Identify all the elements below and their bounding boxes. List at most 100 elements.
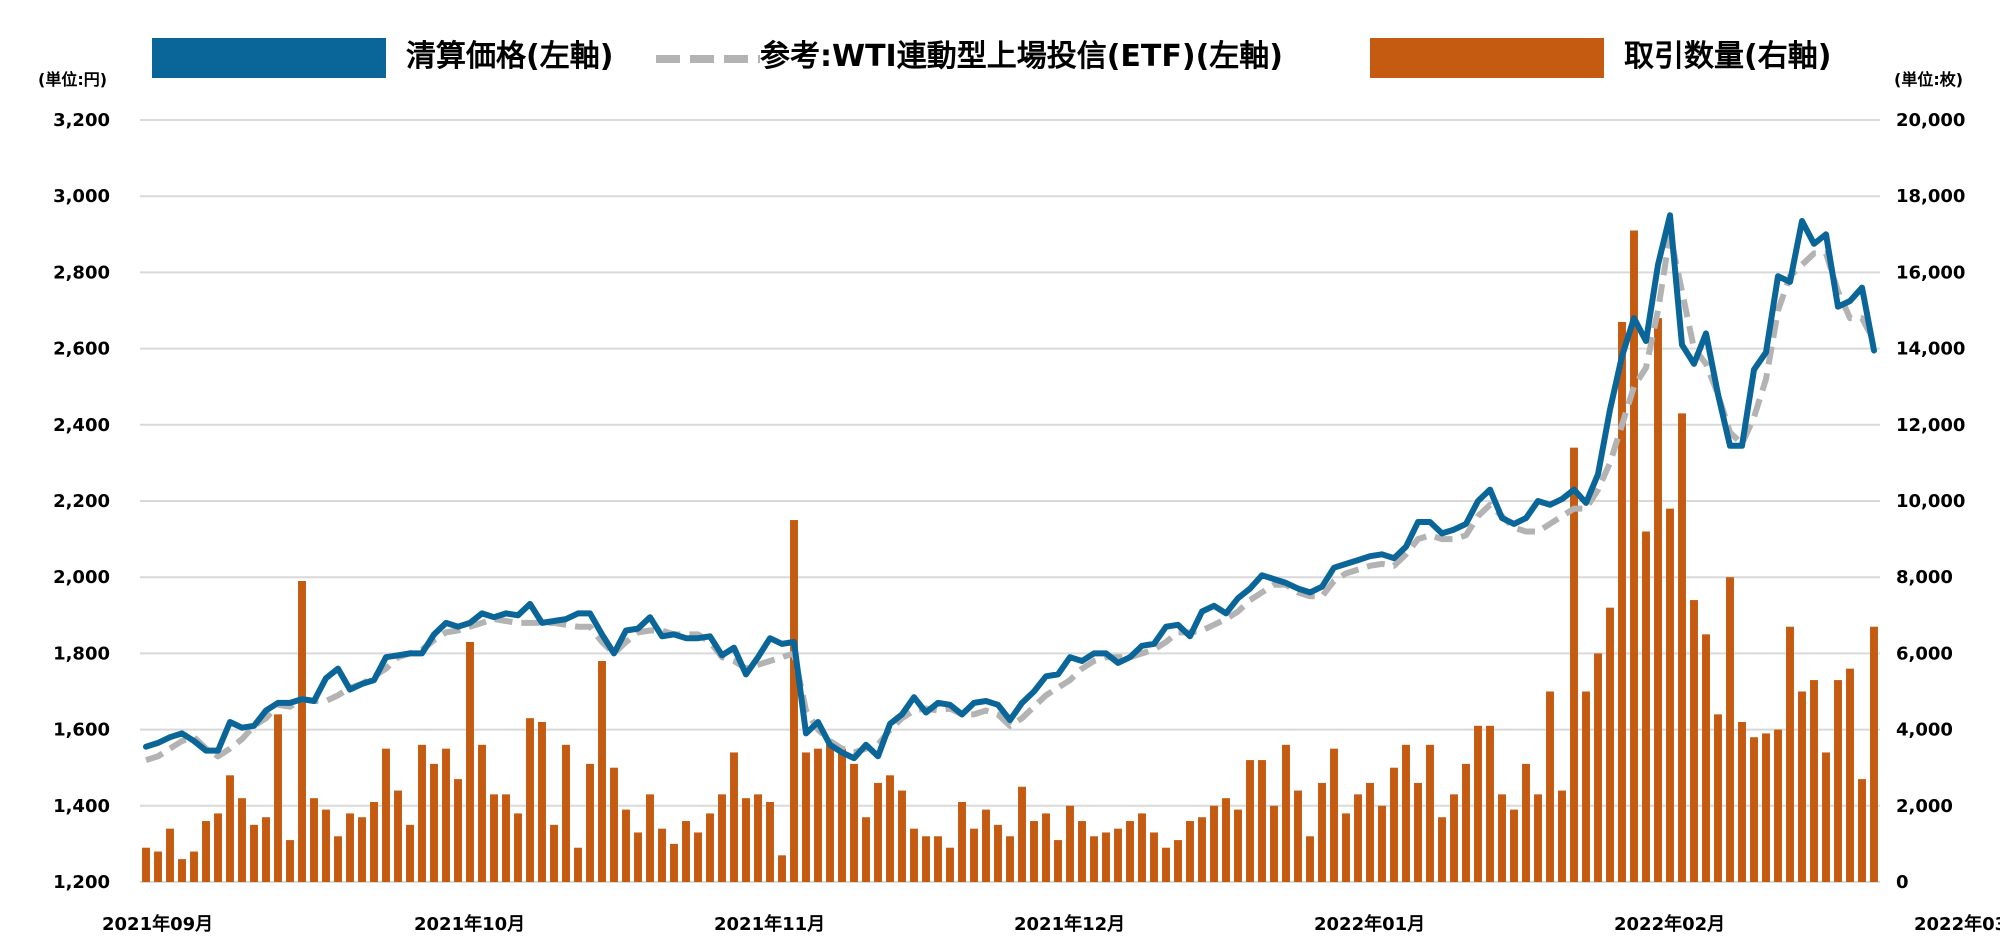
volume-bar (754, 794, 762, 882)
volume-bar (202, 821, 210, 882)
left-axis-unit: (単位:円) (38, 70, 108, 89)
volume-bar (1402, 744, 1410, 882)
x-tick-label: 2021年11月 (714, 913, 825, 935)
volume-bar (1510, 809, 1518, 882)
volume-bar (574, 847, 582, 882)
x-tick-label: 2021年10月 (414, 913, 525, 935)
volume-bar (1582, 691, 1590, 882)
volume-bar (382, 748, 390, 882)
volume-bar (1222, 798, 1230, 882)
volume-bar (1282, 744, 1290, 882)
volume-bar (1366, 782, 1374, 882)
settlement-price-line (143, 212, 1877, 762)
volume-bar (778, 855, 786, 882)
volume-bar (922, 836, 930, 882)
volume-bar (1294, 790, 1302, 882)
volume-bar (1846, 668, 1854, 882)
volume-bar (178, 859, 186, 882)
volume-bar (250, 824, 258, 882)
volume-bar (1090, 836, 1098, 882)
volume-bar (1762, 733, 1770, 882)
volume-bar (550, 824, 558, 882)
volume-bar (430, 763, 438, 882)
volume-bar (1726, 577, 1734, 882)
volume-bar (1138, 813, 1146, 882)
volume-bar (658, 828, 666, 882)
volume-bar (1606, 607, 1614, 882)
volume-bar (538, 721, 546, 882)
volume-bar (394, 790, 402, 882)
right-axis-unit: (単位:枚) (1894, 70, 1964, 89)
volume-bar (1630, 230, 1638, 883)
volume-bar (1186, 821, 1194, 882)
volume-bar (334, 836, 342, 882)
volume-bar (1342, 813, 1350, 882)
right-tick-label: 6,000 (1896, 643, 1953, 664)
volume-bar (970, 828, 978, 882)
volume-bar (286, 840, 294, 882)
volume-bar (1414, 782, 1422, 882)
right-tick-label: 12,000 (1896, 415, 1965, 436)
legend-label-volume: 取引数量(右軸) (1624, 39, 1832, 74)
volume-bar (238, 798, 246, 882)
volume-bar (706, 813, 714, 882)
volume-bar (622, 809, 630, 882)
volume-bar (1546, 691, 1554, 882)
x-tick-label: 2021年12月 (1014, 913, 1125, 935)
volume-bar (1078, 821, 1086, 882)
volume-bar (1438, 817, 1446, 882)
volume-bar (1666, 508, 1674, 882)
volume-bar (358, 817, 366, 882)
volume-bar (1126, 821, 1134, 882)
volume-bar (322, 809, 330, 882)
legend-swatch-etf (656, 55, 760, 63)
volume-bar (994, 824, 1002, 882)
volume-bar (1534, 794, 1542, 882)
legend-label-settlement: 清算価格(左軸) (406, 39, 614, 74)
volume-bar (982, 809, 990, 882)
volume-bar (1042, 813, 1050, 882)
volume-bar (1474, 725, 1482, 882)
volume-bar (1018, 786, 1026, 882)
volume-bar (802, 752, 810, 882)
volume-bar (1822, 752, 1830, 882)
volume-bar (958, 801, 966, 882)
volume-bar (1150, 832, 1158, 882)
volume-bar (262, 817, 270, 882)
volume-bar (766, 801, 774, 882)
volume-bar (310, 798, 318, 882)
volume-bar (694, 832, 702, 882)
volume-bar (670, 843, 678, 882)
volume-bar (1786, 626, 1794, 882)
volume-bar (1678, 413, 1686, 882)
volume-bar (814, 748, 822, 882)
volume-bar (1750, 737, 1758, 882)
left-tick-label: 1,400 (53, 796, 110, 817)
volume-bar (1702, 634, 1710, 882)
volume-bar (298, 581, 306, 882)
volume-bar (1798, 691, 1806, 882)
volume-bar (418, 744, 426, 882)
volume-bar (1054, 840, 1062, 882)
volume-bar (1618, 321, 1626, 882)
right-tick-label: 8,000 (1896, 567, 1953, 588)
volume-bar (1318, 782, 1326, 882)
gridlines (140, 119, 1880, 883)
volume-bar (730, 752, 738, 882)
left-tick-label: 2,200 (53, 491, 110, 512)
volume-bar (226, 775, 234, 882)
legend-swatch-volume (1370, 38, 1604, 78)
volume-bar (886, 775, 894, 882)
left-tick-label: 2,800 (53, 262, 110, 283)
volume-bar (934, 836, 942, 882)
volume-bar (1354, 794, 1362, 882)
x-tick-label: 2022年03月 (1914, 913, 2000, 935)
volume-bar (1258, 760, 1266, 882)
volume-bar (166, 828, 174, 882)
right-tick-label: 0 (1896, 872, 1909, 893)
volume-bar (1030, 821, 1038, 882)
right-tick-label: 14,000 (1896, 339, 1965, 360)
volume-bar (1522, 763, 1530, 882)
volume-bar (1642, 531, 1650, 882)
